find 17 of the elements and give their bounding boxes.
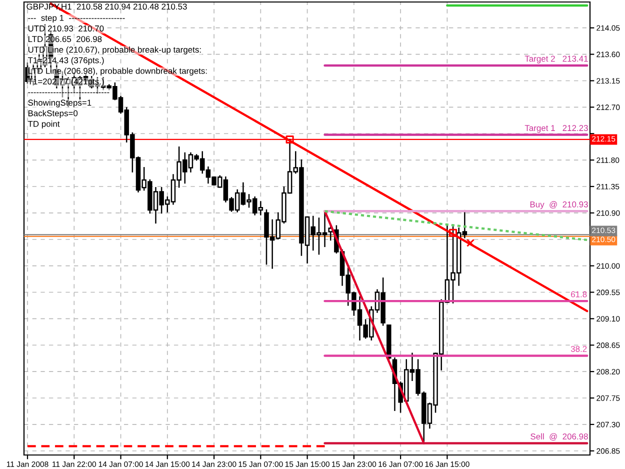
annotation: BackSteps=0 [28, 110, 78, 118]
annotation: LTD 206.65 206.98 [28, 36, 102, 42]
annotation: TD point [28, 120, 60, 129]
annotation: Target 2 213.41 [524, 56, 588, 64]
annotation: --- step 1 -------------------- [28, 14, 125, 23]
annotation: Sell @ 206.98 [530, 433, 588, 441]
annotation: UTD 210.93 210.70 [28, 25, 104, 32]
series-label: 61.8 [571, 291, 587, 298]
series-label: 38.2 [570, 346, 587, 352]
annotation: Buy @ 210.93 [530, 201, 588, 210]
annotation: ----------------------------- [28, 92, 110, 94]
annotation: T1=214.43 (376pts.) [28, 57, 104, 65]
annotation: Target 1 212.23 [524, 125, 588, 133]
annotation: UTD Line (210.67), probable break-up targets: [28, 46, 201, 54]
annotation: ShowingSteps=1 [28, 99, 92, 108]
annotation: T1=202.77 (421pts.) [28, 78, 104, 86]
annotation: LTD Line (206.98), probable downbreak targets: [28, 68, 207, 76]
